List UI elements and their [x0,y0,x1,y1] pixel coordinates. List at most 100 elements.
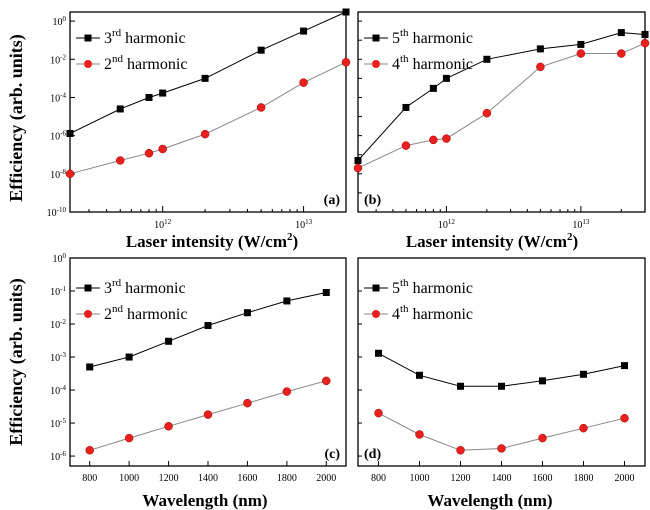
data-point-c-1-6 [322,376,331,386]
y-tick-label-c-1: 10-1 [50,285,66,298]
legend-label-d-0: 5th harmonic [392,277,473,297]
y-tick-label-a-2: 10-4 [50,91,66,104]
data-point-d-0-4 [539,377,546,385]
data-point-b-1-4 [482,108,492,118]
x-axis-title-bottom-d: Wavelength (nm) [427,491,552,510]
x-tick-label-a-1: 1013 [295,218,313,231]
y-tick-label-c-4: 10-4 [50,384,66,397]
legend-label-c-1: 2nd harmonic [104,303,187,323]
data-point-d-0-2 [457,382,464,390]
data-point-d-0-0 [375,349,382,357]
data-point-d-1-3 [497,444,506,453]
data-point-a-1-7 [341,57,351,67]
data-point-a-0-2 [145,93,153,101]
plot-frame-a [69,11,347,213]
x-tick-label-c-6: 2000 [316,473,336,484]
data-point-b-1-0 [353,163,363,173]
legend-marker-c-1 [84,310,92,318]
legend-marker-a-0 [84,34,92,42]
data-point-b-1-1 [401,141,411,150]
data-point-c-1-5 [282,387,292,396]
data-point-a-0-1 [116,105,124,113]
legend-marker-c-0 [84,284,92,292]
x-tick-label-d-1: 1000 [410,473,430,484]
data-point-d-1-2 [456,446,465,455]
data-point-c-0-3 [204,322,212,330]
x-tick-label-c-0: 800 [82,473,97,484]
data-point-b-0-7 [617,29,625,37]
data-point-c-0-4 [243,309,251,317]
panel-label-b: (b) [364,193,381,208]
data-point-b-1-8 [640,38,650,48]
data-point-c-1-4 [243,398,252,408]
x-tick-label-d-4: 1600 [533,473,553,484]
legend-label-b-0: 5th harmonic [392,27,473,47]
legend-label-a-1: 2nd harmonic [104,53,187,73]
y-tick-label-a-3: 10-6 [50,130,66,143]
data-point-b-1-3 [442,134,451,143]
series-line-b-0 [357,32,646,161]
x-tick-label-c-3: 1400 [198,473,218,484]
x-tick-label-d-2: 1200 [451,473,471,484]
data-point-d-0-5 [580,370,587,378]
legend-marker-b-0 [372,34,380,42]
x-tick-label-d-6: 2000 [615,473,635,484]
data-point-c-0-2 [165,337,173,345]
data-point-b-0-6 [577,40,585,48]
x-axis-title-bottom-c: Wavelength (nm) [142,491,267,510]
x-tick-label-b-1: 1013 [572,218,590,231]
data-point-b-0-4 [483,55,491,63]
panel-b: 1012 1013 5th harmonic 4th harmonic (b) [353,11,650,231]
data-point-d-1-4 [538,433,547,443]
x-tick-label-b-0: 1012 [438,218,456,231]
y-tick-label-c-2: 10-2 [50,318,66,331]
data-point-a-1-6 [299,78,308,87]
data-point-c-1-2 [164,422,173,431]
data-point-b-0-0 [354,156,362,164]
data-point-a-0-6 [300,27,308,35]
x-axis-title-top-a: Laser intensity (W/cm2) [126,231,298,251]
panel-d: 800 1000 1200 1400 1600 1800 2000 5th harmonic 4… [357,257,646,484]
data-point-a-1-0 [65,169,75,179]
y-tick-label-a-1: 10-2 [50,53,66,66]
legend-marker-b-1 [372,60,380,68]
x-tick-label-c-2: 1200 [159,473,179,484]
data-point-d-1-1 [415,430,424,439]
data-point-a-1-5 [256,103,266,112]
data-point-b-0-8 [641,30,649,38]
data-point-d-0-1 [416,371,423,379]
data-point-d-0-6 [621,362,628,370]
data-point-b-1-6 [576,49,586,58]
data-point-a-0-5 [257,46,265,54]
x-tick-label-a-0: 1012 [154,218,172,231]
y-axis-title-bottom: Efficiency (arb. units) [6,278,27,445]
y-tick-label-a-0: 100 [53,15,67,28]
data-point-c-1-1 [124,433,134,443]
series-line-c-0 [89,292,327,368]
x-tick-label-d-3: 1400 [492,473,512,484]
data-point-b-0-3 [442,74,450,82]
data-point-a-1-4 [200,129,210,139]
y-tick-label-a-5: 10-10 [47,206,67,219]
data-point-c-0-0 [86,363,94,371]
data-point-c-1-0 [85,446,94,455]
x-tick-label-c-1: 1000 [119,473,139,484]
y-tick-label-c-0: 100 [53,252,67,265]
data-point-a-0-7 [342,8,350,16]
data-point-b-0-1 [402,103,410,111]
y-tick-label-a-4: 10-8 [50,168,66,181]
legend-label-d-1: 4th harmonic [392,303,473,323]
x-tick-label-d-0: 800 [371,473,386,484]
data-point-a-0-3 [159,89,167,97]
x-tick-label-c-5: 1800 [277,473,297,484]
y-tick-label-c-5: 10-5 [50,417,66,430]
panel-a: 100 10-2 10-4 10-6 10-8 10-10 1012 1013 3rd harm… [47,8,351,231]
y-tick-label-c-3: 10-3 [50,351,66,364]
data-point-d-1-6 [620,413,629,423]
data-point-a-0-0 [66,129,74,137]
series-line-a-1 [69,61,347,175]
data-point-b-0-2 [429,84,437,92]
data-point-c-0-6 [322,289,330,297]
legend-label-c-0: 3rd harmonic [104,277,186,297]
y-axis-title-top: Efficiency (arb. units) [6,34,27,201]
